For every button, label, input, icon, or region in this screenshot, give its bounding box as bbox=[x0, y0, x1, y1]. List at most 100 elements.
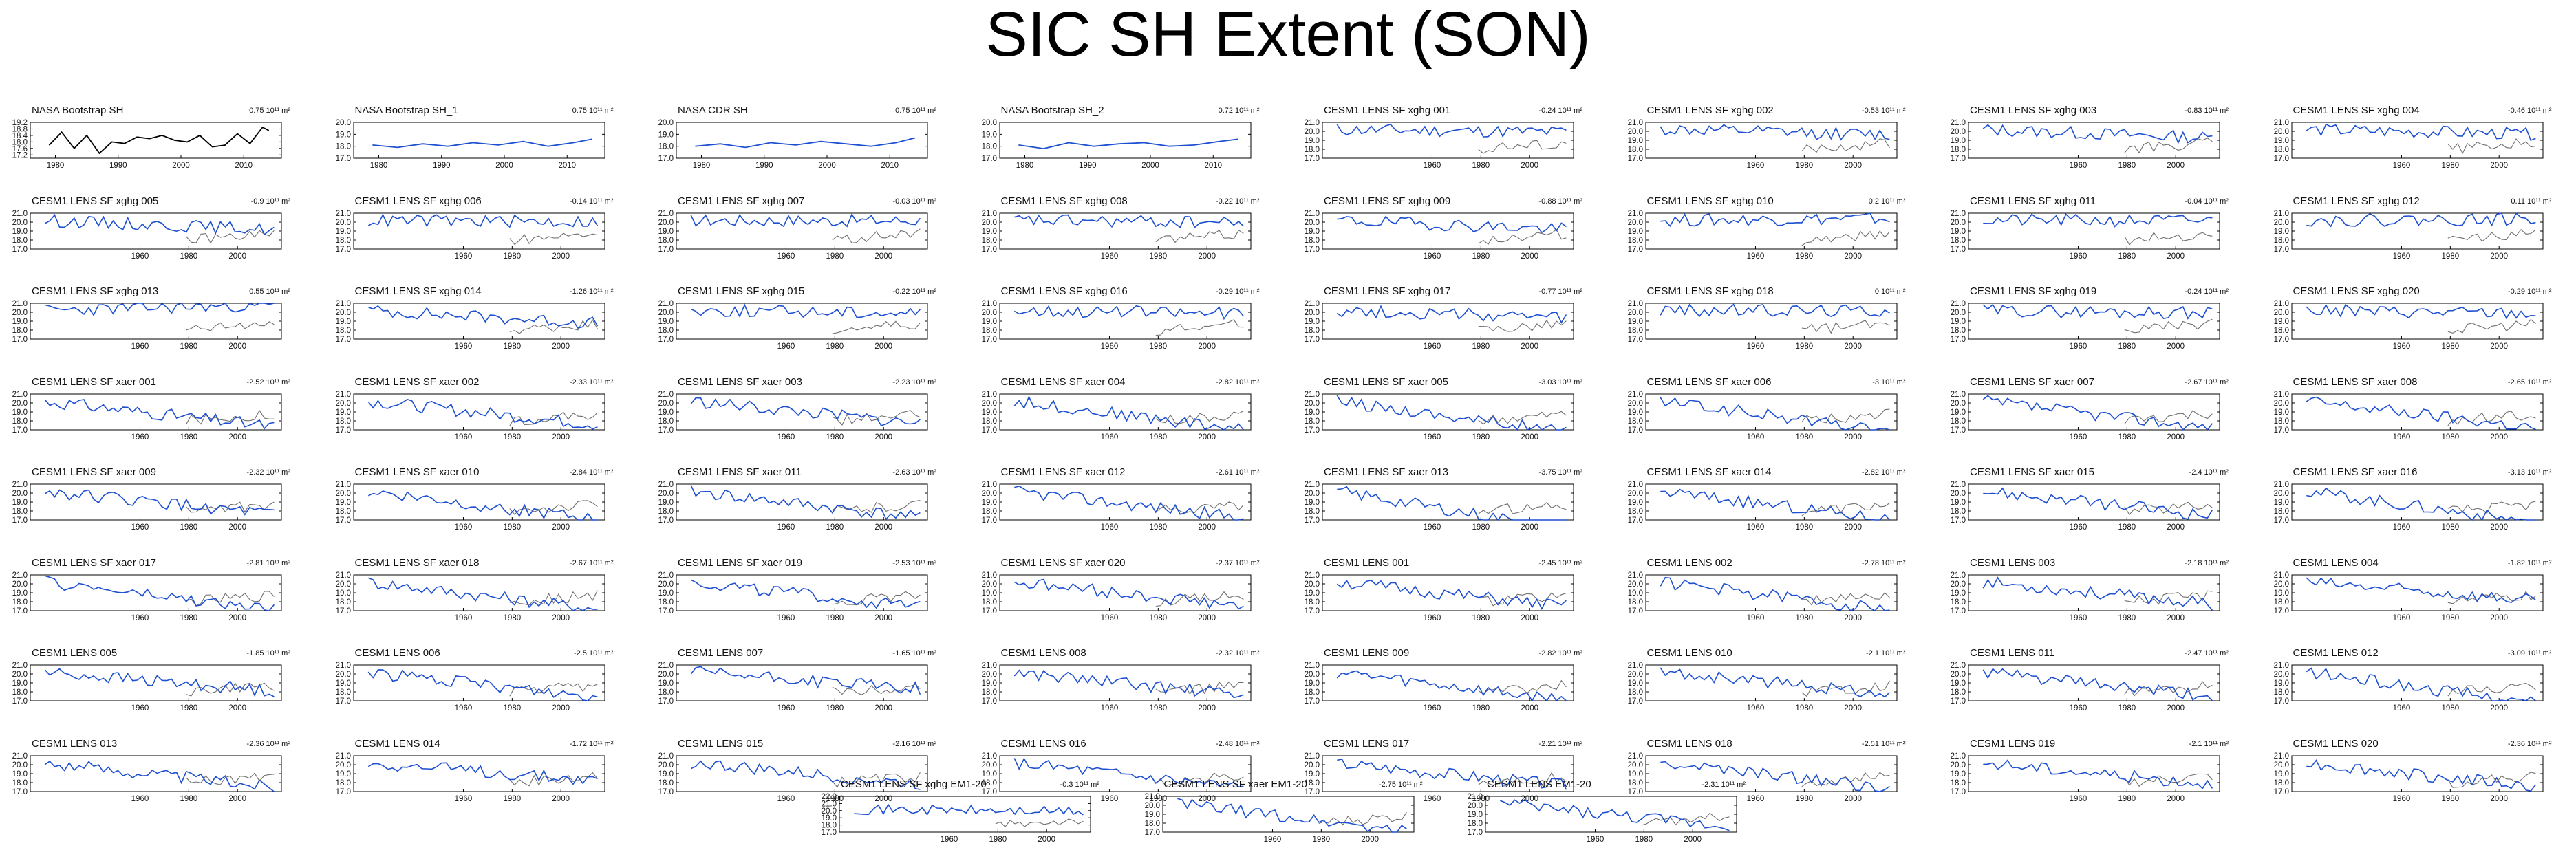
x-tick-label: 1960 bbox=[454, 433, 472, 442]
y-tick-label: 18.0 bbox=[1305, 508, 1320, 516]
x-tick-label: 1980 bbox=[1472, 433, 1490, 442]
model-series-line bbox=[2306, 487, 2535, 521]
panel-title: CESM1 LENS SF xaer 016 bbox=[2293, 466, 2418, 478]
y-tick-label: 21.0 bbox=[1305, 571, 1320, 580]
chart-panel: CESM1 LENS SF xaer 008 -2.65 10¹¹ m² 21.0 2… bbox=[2263, 376, 2559, 453]
y-tick-label: 19.0 bbox=[1627, 408, 1642, 417]
plot-frame bbox=[676, 122, 928, 159]
panel-plot: 21.020.019.018.017.0 1960 1980 2000 bbox=[1627, 210, 1897, 261]
model-series-line bbox=[1336, 670, 1567, 702]
panel-plot: 21.020.019.018.017.0 1960 1980 2000 bbox=[1305, 210, 1574, 261]
model-series-line bbox=[2306, 759, 2536, 792]
model-series-line bbox=[367, 212, 598, 228]
panel-trend-label: -3.13 10¹¹ m² bbox=[2507, 468, 2552, 477]
y-tick-label: 19.0 bbox=[12, 589, 28, 598]
panel-title: CESM1 LENS SF xaer 009 bbox=[32, 466, 156, 478]
plot-frame bbox=[30, 483, 282, 521]
chart-panel: CESM1 LENS SF xghg 008 -0.22 10¹¹ m² 21.0 2… bbox=[971, 195, 1267, 272]
chart-panel: CESM1 LENS SF xaer EM1-20 -2.75 10¹¹ m² 21… bbox=[1134, 778, 1430, 855]
panel-title: CESM1 LENS SF xghg EM1-20 bbox=[841, 778, 987, 790]
panel-trend-label: -2.47 10¹¹ m² bbox=[2185, 649, 2229, 657]
y-tick-label: 18.0 bbox=[981, 143, 996, 151]
observed-series-line bbox=[1155, 591, 1244, 607]
x-tick-label: 2000 bbox=[1521, 614, 1538, 622]
panel-trend-label: -2.37 10¹¹ m² bbox=[1215, 558, 1260, 567]
x-tick-label: 1960 bbox=[2070, 614, 2087, 622]
y-tick-label: 21.0 bbox=[1305, 662, 1320, 670]
observed-series-line bbox=[1801, 771, 1889, 787]
y-tick-label: 20.0 bbox=[1951, 490, 1966, 498]
observed-series-line bbox=[2124, 318, 2213, 334]
y-tick-label: 18.0 bbox=[1627, 779, 1642, 787]
panel-title: CESM1 LENS SF xaer 011 bbox=[678, 466, 802, 478]
x-tick-label: 1960 bbox=[131, 342, 149, 351]
x-tick-label: 2000 bbox=[1521, 162, 1538, 170]
panel-trend-label: -2.81 10¹¹ m² bbox=[246, 558, 290, 567]
panel-plot: 21.020.019.018.017.0 1960 1980 2000 bbox=[1627, 119, 1897, 170]
x-tick-label: 1960 bbox=[1263, 836, 1281, 844]
y-tick-label: 19.0 bbox=[335, 408, 350, 417]
plot-frame bbox=[999, 393, 1251, 430]
panel-plot: 21.020.019.018.017.0 1960 1980 2000 bbox=[1951, 210, 2220, 261]
x-tick-label: 2000 bbox=[2490, 252, 2508, 261]
x-tick-label: 1960 bbox=[1424, 252, 1441, 261]
observed-series-line bbox=[1478, 228, 1567, 245]
y-tick-label: 19.0 bbox=[981, 408, 996, 417]
x-tick-label: 1980 bbox=[2118, 342, 2136, 351]
panel-plot: 21.020.019.018.017.0 1960 1980 2000 bbox=[12, 752, 282, 803]
x-tick-label: 1960 bbox=[2392, 795, 2410, 803]
x-tick-label: 1960 bbox=[131, 795, 149, 803]
y-tick-label: 21.0 bbox=[981, 571, 996, 580]
panel-trend-label: 0.2 10¹¹ m² bbox=[1868, 197, 1906, 206]
y-tick-label: 18.0 bbox=[12, 417, 28, 426]
panel-plot: 21.020.019.018.017.0 1960 1980 2000 bbox=[981, 571, 1251, 622]
y-tick-label: 18.0 bbox=[335, 688, 350, 697]
panel-plot: 21.020.019.018.017.0 1960 1980 2000 bbox=[658, 300, 928, 351]
panel-plot: 21.020.019.018.017.0 1960 1980 2000 bbox=[1627, 752, 1897, 803]
y-tick-label: 17.6 bbox=[12, 145, 28, 153]
x-tick-label: 1980 bbox=[2118, 162, 2136, 170]
panel-plot: 21.020.019.018.017.0 1960 1980 2000 bbox=[1627, 300, 1897, 351]
observed-series-line bbox=[508, 500, 598, 515]
y-tick-label: 18.0 bbox=[1305, 598, 1320, 607]
panel-trend-label: -1.65 10¹¹ m² bbox=[892, 649, 936, 657]
x-tick-label: 1980 bbox=[2441, 614, 2459, 622]
panel-plot: 20.0 19.0 18.0 17.0 1980 1990 2000 2010 bbox=[981, 119, 1251, 170]
observed-series-line bbox=[1478, 411, 1567, 424]
plot-frame bbox=[1485, 796, 1737, 833]
y-tick-label: 21.0 bbox=[1951, 662, 1966, 670]
x-tick-label: 1960 bbox=[454, 704, 472, 712]
y-tick-label: 19.0 bbox=[658, 679, 674, 688]
y-tick-label: 20.0 bbox=[981, 761, 996, 770]
y-tick-label: 21.0 bbox=[1627, 571, 1642, 580]
y-tick-label: 20.0 bbox=[335, 580, 350, 589]
panel-title: CESM1 LENS EM1-20 bbox=[1487, 778, 1591, 790]
y-tick-label: 17.0 bbox=[12, 516, 28, 525]
x-tick-label: 2000 bbox=[552, 252, 570, 261]
x-tick-label: 1980 bbox=[503, 704, 521, 712]
panel-trend-label: -0.46 10¹¹ m² bbox=[2507, 107, 2552, 115]
y-tick-label: 21.0 bbox=[1627, 662, 1642, 670]
plot-frame bbox=[30, 122, 282, 159]
y-tick-label: 20.0 bbox=[2273, 400, 2288, 408]
panel-title: NASA CDR SH bbox=[678, 105, 748, 116]
panel-title: CESM1 LENS SF xghg 016 bbox=[1000, 285, 1128, 297]
y-tick-label: 19.0 bbox=[658, 770, 674, 778]
y-tick-label: 20.0 bbox=[981, 580, 996, 589]
panel-plot: 21.020.019.018.017.0 1960 1980 2000 bbox=[658, 571, 928, 622]
panel-plot: 21.020.019.018.017.0 1960 1980 2000 bbox=[981, 481, 1251, 532]
model-series-line bbox=[1982, 668, 2213, 701]
y-tick-label: 20.0 bbox=[1951, 309, 1966, 317]
y-tick-label: 20.0 bbox=[1305, 671, 1320, 679]
chart-panel: CESM1 LENS SF xghg 007 -0.03 10¹¹ m² 21.0 2… bbox=[647, 195, 943, 272]
y-tick-label: 18.0 bbox=[1627, 688, 1642, 697]
y-tick-label: 20.0 bbox=[1951, 128, 1966, 136]
model-series-line bbox=[1983, 759, 2213, 789]
y-tick-label: 18.4 bbox=[12, 132, 28, 140]
x-tick-label: 1960 bbox=[2392, 252, 2410, 261]
y-tick-label: 19.0 bbox=[335, 499, 350, 507]
x-tick-label: 1980 bbox=[1472, 704, 1490, 712]
panel-trend-label: -2.36 10¹¹ m² bbox=[246, 739, 290, 748]
x-tick-label: 2000 bbox=[552, 614, 570, 622]
y-tick-label: 18.0 bbox=[2273, 779, 2288, 787]
